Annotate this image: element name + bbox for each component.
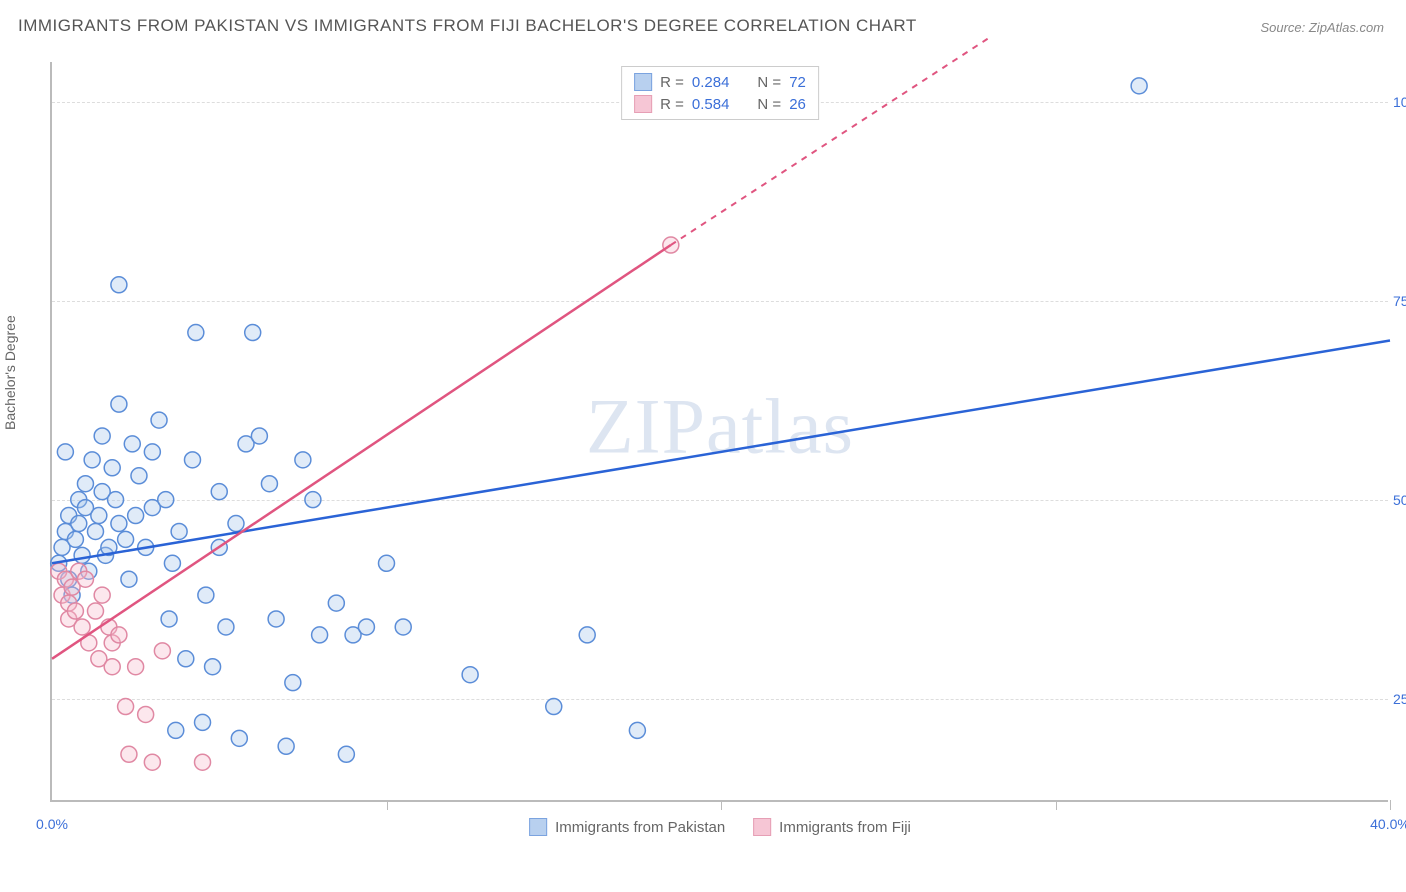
n-value-1: 72 xyxy=(789,74,806,91)
chart-area: ZIPatlas 25.0%50.0%75.0%100.0% 0.0%40.0%… xyxy=(50,62,1388,802)
n-value-2: 26 xyxy=(789,96,806,113)
swatch-fiji-icon xyxy=(634,95,652,113)
r-value-1: 0.284 xyxy=(692,74,730,91)
r-label: R = xyxy=(660,96,684,113)
source-label: Source: ZipAtlas.com xyxy=(1260,20,1384,35)
y-tick-label: 50.0% xyxy=(1393,492,1406,508)
n-label: N = xyxy=(757,74,781,91)
legend-item-pakistan: Immigrants from Pakistan xyxy=(529,818,725,836)
y-tick-label: 100.0% xyxy=(1393,94,1406,110)
swatch-pakistan-icon xyxy=(529,818,547,836)
y-tick-label: 25.0% xyxy=(1393,691,1406,707)
legend-item-fiji: Immigrants from Fiji xyxy=(753,818,911,836)
plot-svg xyxy=(52,62,1388,800)
legend-label-pakistan: Immigrants from Pakistan xyxy=(555,819,725,836)
y-axis-label: Bachelor's Degree xyxy=(2,315,18,430)
x-tick-label: 0.0% xyxy=(36,816,68,832)
r-label: R = xyxy=(660,74,684,91)
r-value-2: 0.584 xyxy=(692,96,730,113)
y-tick-label: 75.0% xyxy=(1393,293,1406,309)
n-label: N = xyxy=(757,96,781,113)
legend-bottom: Immigrants from Pakistan Immigrants from… xyxy=(529,818,911,836)
swatch-pakistan-icon xyxy=(634,73,652,91)
legend-label-fiji: Immigrants from Fiji xyxy=(779,819,911,836)
legend-top: R = 0.284 N = 72 R = 0.584 N = 26 xyxy=(621,66,819,120)
swatch-fiji-icon xyxy=(753,818,771,836)
legend-row-2: R = 0.584 N = 26 xyxy=(634,93,806,115)
legend-row-1: R = 0.284 N = 72 xyxy=(634,71,806,93)
chart-title: IMMIGRANTS FROM PAKISTAN VS IMMIGRANTS F… xyxy=(18,16,917,36)
x-tick-label: 40.0% xyxy=(1370,816,1406,832)
